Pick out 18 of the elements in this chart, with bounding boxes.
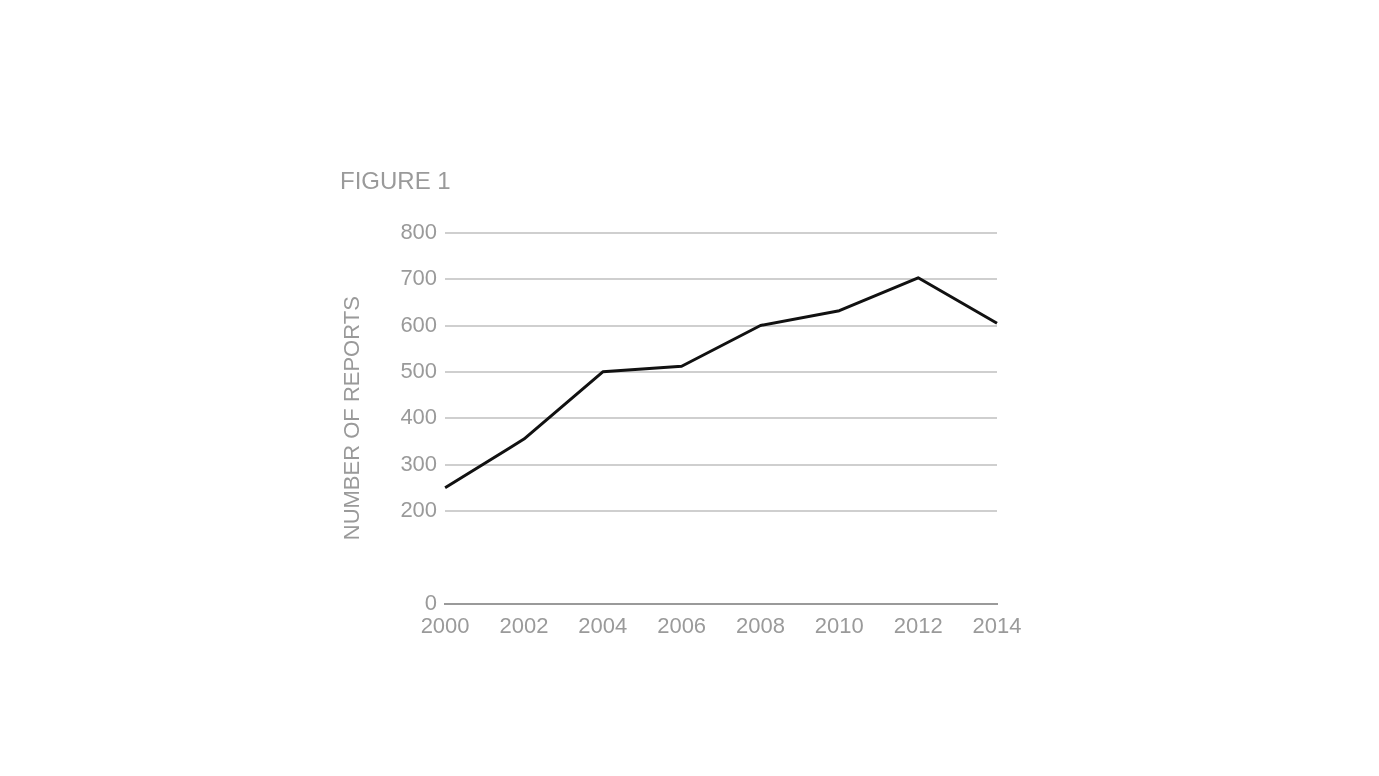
y-tick-label: 800 bbox=[400, 218, 438, 244]
x-tick-label: 2008 bbox=[736, 612, 785, 638]
x-tick-label: 2014 bbox=[972, 612, 1022, 638]
x-tick-label: 2012 bbox=[893, 612, 943, 638]
x-tick-label: 2006 bbox=[657, 612, 707, 638]
y-tick-label: 500 bbox=[400, 357, 438, 383]
x-tick-label: 2004 bbox=[578, 612, 628, 638]
y-tick-label: 700 bbox=[400, 265, 438, 291]
y-axis-title: NUMBER OF REPORTS bbox=[339, 296, 365, 541]
y-tick-label: 400 bbox=[400, 404, 438, 430]
chart-title: FIGURE 1 bbox=[340, 167, 451, 195]
y-tick-label: 600 bbox=[400, 311, 438, 337]
y-tick-label: 200 bbox=[400, 496, 438, 522]
x-tick-label: 2000 bbox=[420, 612, 470, 638]
x-tick-label: 2010 bbox=[814, 612, 864, 638]
x-tick-label: 2002 bbox=[499, 612, 549, 638]
y-tick-label: 0 bbox=[424, 589, 438, 615]
y-tick-label: 300 bbox=[400, 450, 438, 476]
